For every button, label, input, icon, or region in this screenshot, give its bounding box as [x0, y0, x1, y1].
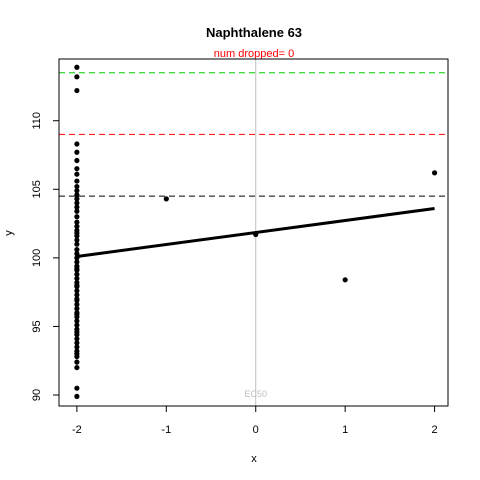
- data-point: [74, 251, 80, 257]
- data-point: [74, 329, 80, 335]
- data-point: [74, 271, 80, 277]
- data-point: [163, 196, 169, 202]
- data-point: [74, 74, 80, 80]
- x-tick-label: 2: [432, 424, 438, 436]
- data-point: [74, 282, 80, 288]
- data-point: [74, 208, 80, 214]
- data-point: [74, 219, 80, 225]
- data-point: [74, 288, 80, 294]
- data-point: [74, 364, 80, 371]
- data-point: [74, 178, 80, 184]
- plot-frame: [58, 58, 449, 407]
- data-point: [74, 266, 80, 272]
- data-point: [74, 311, 80, 317]
- data-points: [74, 64, 438, 399]
- data-point: [74, 171, 80, 177]
- y-tick-label: 105: [31, 180, 43, 198]
- data-point: [431, 170, 438, 176]
- data-point: [74, 385, 80, 391]
- ec50-label: EC50: [244, 389, 267, 399]
- data-point: [74, 230, 80, 236]
- data-point: [74, 223, 80, 229]
- data-point: [74, 351, 80, 357]
- data-point: [74, 259, 80, 265]
- y-axis-label: y: [3, 230, 15, 236]
- y-tick-label: 90: [31, 389, 43, 401]
- data-point: [74, 237, 80, 243]
- x-tick-label: 0: [253, 424, 259, 436]
- data-point: [74, 196, 80, 202]
- data-point: [74, 247, 80, 253]
- data-point: [74, 393, 80, 399]
- y-tick-label: 95: [31, 320, 43, 332]
- data-point: [253, 231, 259, 238]
- data-point: [74, 64, 80, 70]
- data-point: [74, 340, 80, 346]
- data-point: [74, 322, 80, 328]
- data-point: [74, 157, 80, 164]
- y-tick-label: 100: [31, 249, 43, 267]
- data-point: [74, 336, 80, 342]
- x-tick-label: -1: [161, 424, 171, 436]
- data-point: [74, 297, 80, 303]
- data-point: [74, 149, 80, 155]
- x-tick-label: -2: [72, 424, 82, 436]
- data-point: [74, 306, 80, 312]
- data-point: [74, 318, 80, 324]
- data-point: [74, 188, 80, 194]
- data-point: [74, 344, 80, 350]
- data-point: [342, 277, 348, 283]
- data-point: [74, 183, 80, 190]
- data-point: [74, 192, 80, 198]
- data-point: [74, 204, 80, 210]
- data-point: [74, 255, 80, 261]
- axes: -2 -1 0 1 2 90 95 100 105 110: [31, 112, 438, 436]
- data-point: [74, 359, 80, 365]
- x-axis-label: x: [251, 453, 257, 465]
- data-point: [74, 214, 80, 220]
- data-point: [74, 301, 80, 308]
- data-point: [74, 141, 80, 147]
- data-point: [74, 275, 80, 282]
- chart-title: Naphthalene 63: [206, 25, 302, 40]
- data-point: [74, 87, 80, 94]
- data-point: [74, 166, 80, 172]
- y-tick-label: 110: [31, 112, 43, 130]
- data-point: [74, 241, 80, 247]
- data-point: [74, 292, 80, 298]
- x-tick-label: 1: [342, 424, 348, 436]
- data-point: [74, 200, 80, 206]
- chart-subtitle: num dropped= 0: [214, 48, 294, 60]
